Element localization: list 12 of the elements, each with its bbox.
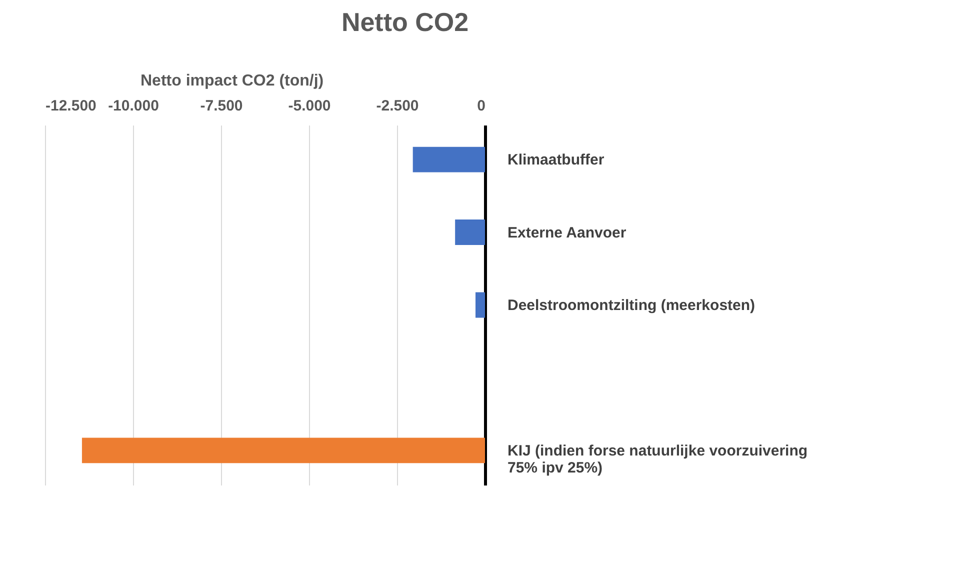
y-tick-label: Externe Aanvoer	[508, 224, 626, 242]
x-tick-label: 0	[477, 98, 486, 114]
y-tick-label: Klimaatbuffer	[508, 152, 604, 169]
x-tick-label: -7.500	[200, 98, 243, 114]
x-tick-label: -5.000	[288, 98, 331, 114]
x-tick-label: -12.500	[46, 98, 96, 114]
x-tick-label: -10.000	[108, 98, 159, 114]
y-tick-label: KIJ (indien forse natuurlijke voorzuivering 75% ipv 25%)	[508, 442, 808, 476]
chart-title: Netto CO2	[341, 7, 469, 37]
x-axis-title: Netto impact CO2 (ton/j)	[140, 72, 324, 90]
x-tick-label: -2.500	[376, 98, 419, 114]
y-tick-label: Deelstroomontzilting (meerkosten)	[508, 297, 756, 314]
